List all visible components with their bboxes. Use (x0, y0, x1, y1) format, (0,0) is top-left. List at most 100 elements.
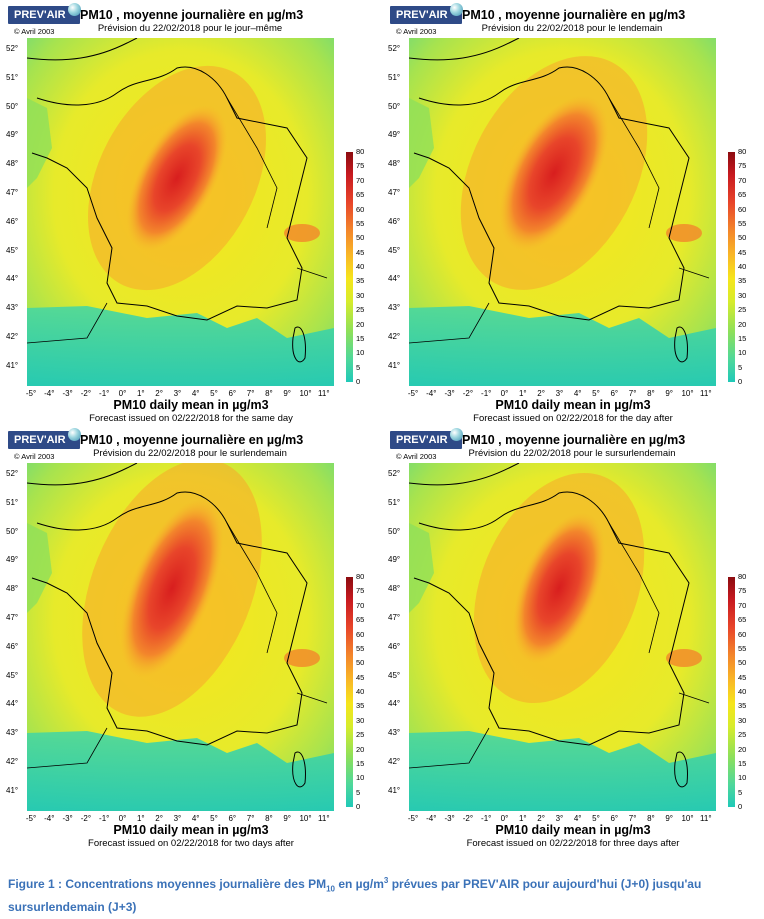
panel-title: PM10 , moyenne journalière en µg/m3 (462, 8, 686, 22)
colorbar-tick: 80 (738, 147, 747, 156)
caption-suffix: prévues par PREV'AIR pour aujourd'hui (J… (8, 877, 702, 915)
prevair-logo: PREV'AIR (8, 428, 81, 449)
lon-tick: 5° (592, 389, 600, 398)
pm10-map (27, 463, 334, 811)
colorbar-tick: 55 (356, 218, 365, 228)
colorbar-tick: 80 (356, 572, 365, 581)
lat-tick: 43° (6, 303, 19, 313)
colorbar-tick: 10 (738, 348, 747, 358)
lon-tick: 6° (228, 814, 237, 823)
lon-tick: 10° (299, 389, 312, 398)
lon-tick: -1° (481, 814, 492, 823)
lon-tick: 11° (318, 814, 330, 823)
lon-tick: -5° (25, 389, 37, 398)
lon-tick: -2° (462, 814, 474, 823)
colorbar-tick: 55 (738, 218, 747, 228)
colorbar-tick: 0 (356, 802, 361, 811)
atlantic-sea (409, 98, 434, 188)
lat-tick: 42° (6, 332, 19, 341)
pollution-core (120, 498, 224, 678)
lon-tick: 3° (173, 814, 182, 823)
borders (409, 97, 710, 344)
lat-tick: 46° (388, 216, 401, 226)
colorbar-tick: 30 (738, 290, 747, 300)
colorbar-tick: 0 (356, 377, 361, 386)
colorbar-tick: 5 (356, 787, 361, 797)
colorbar-tick: 20 (356, 319, 365, 329)
colorbar-tick: 55 (356, 643, 365, 653)
lat-tick: 44° (6, 699, 19, 709)
colorbar-tick: 0 (738, 377, 743, 386)
lon-tick: 8° (647, 389, 655, 398)
lat-tick: 49° (388, 555, 401, 565)
lon-tick: -5° (407, 389, 419, 398)
lon-tick: 3° (173, 389, 182, 398)
prevair-logo: PREV'AIR (390, 428, 463, 449)
alps-hotspot (284, 224, 320, 242)
colorbar-tick: 70 (356, 600, 365, 610)
coastline (413, 491, 690, 746)
lon-tick: 9° (665, 814, 674, 823)
lon-tick: 11° (700, 389, 712, 398)
lat-tick: 47° (388, 613, 401, 622)
lon-tick: 10° (681, 389, 694, 398)
colorbar-tick: 65 (356, 615, 365, 625)
lon-tick: 2° (537, 814, 545, 823)
forecast-panel-j2: PREV'AIR PM10 , moyenne journalière en µg… (0, 425, 382, 855)
lon-tick: -4° (44, 814, 55, 823)
colorbar-tick: 15 (356, 333, 365, 343)
lon-tick: -4° (44, 389, 55, 398)
colorbar-tick: 40 (356, 262, 365, 271)
lon-tick: 7° (628, 389, 637, 398)
colorbar-tick: 80 (356, 147, 365, 156)
colorbar-tick: 40 (738, 262, 747, 271)
corsica (674, 326, 688, 363)
panel-subtitle: Prévision du 22/02/2018 pour le jour–mêm… (97, 23, 283, 34)
lon-tick: 6° (228, 389, 237, 398)
logo-text: PREV'AIR (396, 434, 448, 446)
colorbar (346, 577, 353, 807)
alps-hotspot (284, 649, 320, 667)
lat-tick: 41° (6, 785, 19, 795)
colorbar-tick: 40 (356, 687, 365, 696)
colorbar-tick: 70 (738, 600, 747, 610)
lat-tick: 46° (388, 641, 401, 651)
atlantic-sea (27, 523, 52, 613)
lon-tick: 1° (518, 389, 527, 398)
colorbar-tick: 45 (356, 247, 365, 257)
colorbar-tick: 55 (738, 643, 747, 653)
coastline (31, 66, 308, 321)
lon-tick: 3° (555, 814, 564, 823)
borders (27, 97, 328, 344)
colorbar-tick: 50 (356, 658, 365, 668)
colorbar-tick: 45 (738, 247, 747, 257)
panel-header: PREV'AIR PM10 , moyenne journalière en µg… (0, 0, 382, 40)
panel-footer-subtitle: Forecast issued on 02/22/2018 for three … (466, 838, 680, 849)
pm10-map (27, 38, 334, 386)
lat-tick: 45° (388, 670, 401, 680)
colorbar-tick: 5 (738, 362, 743, 372)
lon-tick: -3° (62, 814, 73, 823)
lon-tick: 5° (210, 814, 218, 823)
lat-tick: 50° (6, 526, 19, 536)
colorbar-tick: 70 (738, 175, 747, 185)
prevair-logo: PREV'AIR (390, 3, 463, 24)
colorbar-tick: 75 (356, 161, 365, 171)
lon-tick: 2° (155, 389, 163, 398)
forecast-panel-j3: PREV'AIR PM10 , moyenne journalière en µg… (382, 425, 764, 855)
lon-tick: 9° (283, 389, 292, 398)
lat-tick: 44° (388, 274, 401, 284)
globe-icon (68, 428, 81, 441)
colorbar-tick: 15 (738, 333, 747, 343)
lat-tick: 52° (388, 44, 401, 53)
colorbar-tick: 10 (356, 773, 365, 783)
colorbar-tick: 5 (738, 787, 743, 797)
lon-tick: -1° (481, 389, 492, 398)
caption-superscript: 3 (383, 876, 389, 885)
pollution-core (126, 105, 228, 251)
panel-title: PM10 , moyenne journalière en µg/m3 (462, 433, 686, 447)
lat-tick: 41° (388, 785, 401, 795)
borders (27, 522, 328, 769)
colorbar-tick: 15 (738, 758, 747, 768)
lon-tick: 6° (610, 389, 619, 398)
